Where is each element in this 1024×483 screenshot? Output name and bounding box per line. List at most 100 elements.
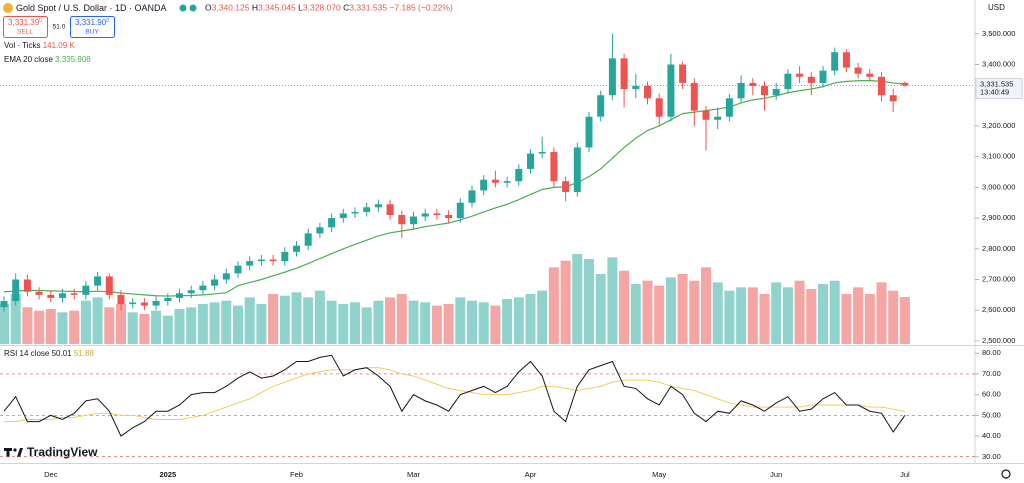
brand-name: TradingView bbox=[27, 445, 98, 459]
rsi-legend: RSI 14 close 50.01 51.88 bbox=[4, 349, 94, 358]
sell-button[interactable] bbox=[3, 16, 48, 38]
candle-body bbox=[831, 52, 839, 71]
volume-bar bbox=[455, 297, 466, 344]
candle-body bbox=[339, 213, 347, 219]
sell-price-sup: 0 bbox=[39, 18, 42, 24]
volume-bar bbox=[69, 310, 80, 344]
candle-body bbox=[690, 82, 698, 111]
ohlc-key: H bbox=[252, 3, 258, 13]
volume-bar bbox=[57, 312, 68, 344]
volume-bar bbox=[10, 294, 21, 344]
volume-bar bbox=[771, 282, 782, 344]
volume-legend: Vol · Ticks 141.09 K bbox=[4, 41, 75, 50]
volume-bar bbox=[572, 254, 583, 344]
rsi-value: 50.01 bbox=[52, 349, 73, 358]
ohlc-key: C bbox=[343, 3, 349, 13]
candle-body bbox=[854, 67, 862, 74]
candle-body bbox=[644, 86, 651, 99]
currency: USD bbox=[988, 3, 1005, 12]
candle-body bbox=[59, 293, 66, 298]
candle-body bbox=[398, 215, 406, 225]
candle-body bbox=[480, 179, 488, 191]
volume-bar bbox=[256, 304, 267, 344]
volume-bar bbox=[221, 300, 232, 344]
volume-bar bbox=[747, 287, 758, 344]
volume-bar bbox=[677, 274, 688, 344]
volume-bar bbox=[92, 297, 103, 344]
volume-bar bbox=[116, 304, 126, 344]
buy-price-sup: 0 bbox=[106, 18, 109, 24]
candle-body bbox=[714, 116, 722, 120]
ohlc-key: O bbox=[205, 3, 212, 13]
candle-body bbox=[328, 218, 336, 228]
volume-bar bbox=[502, 299, 513, 344]
candle-body bbox=[304, 233, 312, 246]
volume-bar bbox=[0, 304, 9, 344]
volume-bar bbox=[630, 284, 641, 344]
volume-bar bbox=[396, 294, 407, 344]
sell-price-main: 3,331.39 bbox=[8, 18, 40, 27]
candle-body bbox=[164, 297, 172, 301]
candle-body bbox=[527, 153, 534, 169]
volume-bar bbox=[560, 260, 571, 344]
candle-body bbox=[515, 168, 523, 182]
candle-body bbox=[608, 58, 616, 96]
y-tick-label: 3,400.000 bbox=[982, 59, 1015, 68]
candle-body bbox=[0, 301, 8, 308]
rsi-title: RSI 14 close bbox=[4, 349, 50, 358]
volume-bar bbox=[595, 274, 606, 344]
candle-body bbox=[421, 213, 429, 217]
candle-body bbox=[445, 215, 453, 219]
candle-body bbox=[94, 276, 102, 286]
settings-icon[interactable] bbox=[1001, 469, 1011, 479]
buy-button[interactable] bbox=[70, 16, 115, 38]
volume-bar bbox=[80, 300, 91, 344]
candle-body bbox=[702, 110, 710, 120]
volume-bar bbox=[174, 309, 185, 344]
y-tick-label: 2,600.000 bbox=[982, 305, 1015, 314]
candle-body bbox=[351, 211, 359, 214]
volume-bar bbox=[385, 297, 396, 344]
candle-body bbox=[12, 279, 20, 301]
volume-bar bbox=[303, 297, 314, 344]
volume-bar bbox=[525, 294, 536, 344]
logo-part bbox=[17, 448, 23, 457]
volume-bar bbox=[642, 280, 653, 344]
candle-body bbox=[842, 52, 850, 68]
volume-bar bbox=[209, 302, 220, 344]
status-dot bbox=[179, 4, 187, 12]
sell-label: SELL bbox=[17, 29, 33, 36]
candle-body bbox=[772, 89, 780, 96]
volume-bar bbox=[361, 307, 372, 344]
rsi-line bbox=[4, 367, 905, 423]
candle-body bbox=[410, 216, 417, 225]
candle-body bbox=[363, 207, 371, 212]
candle-body bbox=[878, 76, 885, 96]
volume-bar bbox=[467, 300, 477, 344]
candle-body bbox=[503, 181, 511, 183]
ema-legend: EMA 20 close 3,335.908 bbox=[4, 55, 91, 64]
volume-bar bbox=[584, 259, 594, 344]
volume-bar bbox=[806, 289, 817, 344]
volume-bar bbox=[818, 284, 828, 344]
volume-bar bbox=[490, 305, 501, 344]
volume-bar bbox=[841, 294, 852, 344]
volume-bar bbox=[888, 290, 899, 344]
y-tick-label: 2,700.000 bbox=[982, 274, 1015, 283]
y-tick-label: 2,800.000 bbox=[982, 244, 1015, 253]
symbol-title[interactable]: Gold Spot / U.S. Dollar · 1D · OANDA bbox=[16, 3, 167, 13]
volume-bar bbox=[689, 280, 700, 344]
candle-body bbox=[117, 294, 125, 305]
x-tick-label: Mar bbox=[407, 470, 420, 479]
volume-bar bbox=[665, 277, 676, 344]
volume-bar bbox=[724, 290, 735, 344]
candle-body bbox=[129, 302, 137, 305]
volume-bar bbox=[186, 307, 197, 344]
buy-price-main: 3,331.90 bbox=[75, 18, 107, 27]
candle-body bbox=[374, 204, 382, 208]
ohlc-key: L bbox=[298, 3, 303, 13]
candle-body bbox=[679, 64, 687, 83]
candle-body bbox=[620, 58, 628, 90]
candle-body bbox=[257, 259, 265, 262]
